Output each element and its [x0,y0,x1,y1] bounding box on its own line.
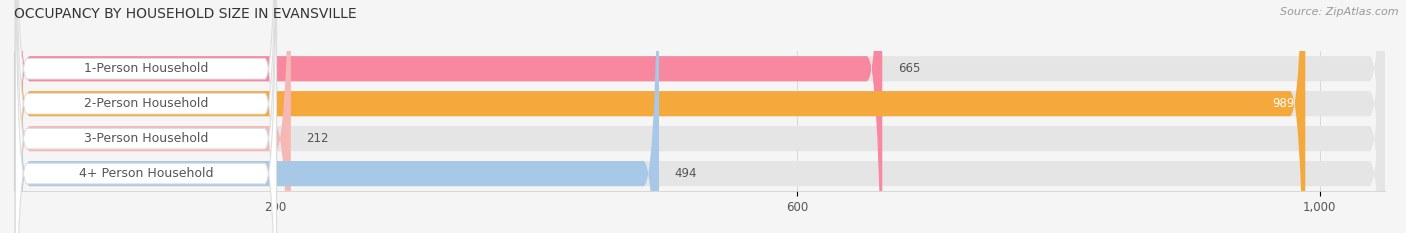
FancyBboxPatch shape [14,0,291,233]
FancyBboxPatch shape [14,0,1385,233]
Text: 4+ Person Household: 4+ Person Household [79,167,214,180]
FancyBboxPatch shape [14,0,1385,233]
Text: 3-Person Household: 3-Person Household [84,132,208,145]
FancyBboxPatch shape [14,0,1385,233]
FancyBboxPatch shape [15,0,277,233]
FancyBboxPatch shape [15,0,277,233]
FancyBboxPatch shape [15,0,277,233]
Text: 989: 989 [1272,97,1295,110]
Text: 494: 494 [675,167,697,180]
FancyBboxPatch shape [15,0,277,233]
Text: OCCUPANCY BY HOUSEHOLD SIZE IN EVANSVILLE: OCCUPANCY BY HOUSEHOLD SIZE IN EVANSVILL… [14,7,357,21]
Text: Source: ZipAtlas.com: Source: ZipAtlas.com [1281,7,1399,17]
FancyBboxPatch shape [14,0,1305,233]
FancyBboxPatch shape [14,0,659,233]
Text: 212: 212 [307,132,329,145]
FancyBboxPatch shape [14,0,883,233]
FancyBboxPatch shape [14,0,1385,233]
Text: 2-Person Household: 2-Person Household [84,97,208,110]
Text: 1-Person Household: 1-Person Household [84,62,208,75]
Text: 665: 665 [898,62,921,75]
